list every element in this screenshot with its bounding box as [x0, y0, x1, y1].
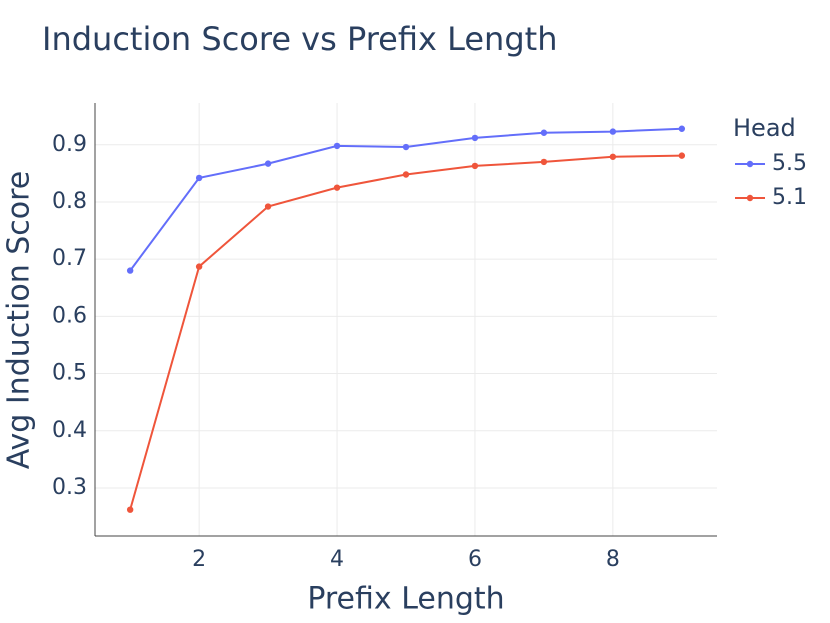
- y-axis-title: Avg Induction Score: [2, 171, 37, 470]
- data-point: [678, 152, 686, 159]
- chart-title: Induction Score vs Prefix Length: [42, 20, 557, 58]
- legend-label: 5.5: [772, 151, 807, 176]
- plot: [126, 125, 686, 513]
- y-tick-label: 0.9: [52, 132, 87, 157]
- data-point: [195, 174, 203, 182]
- data-point: [126, 267, 134, 274]
- grid: [95, 103, 717, 536]
- y-tick-label: 0.5: [52, 361, 87, 386]
- data-point: [126, 506, 134, 513]
- data-point: [333, 142, 341, 150]
- x-tick-label: 2: [192, 547, 206, 572]
- data-point: [402, 171, 410, 178]
- data-point: [333, 184, 341, 191]
- series-line: [129, 154, 682, 510]
- data-point: [540, 158, 548, 166]
- y-tick-label: 0.6: [52, 303, 87, 328]
- data-point: [471, 134, 479, 142]
- y-tick-label: 0.7: [52, 246, 87, 271]
- legend-label: 5.1: [772, 185, 807, 210]
- y-tick-label: 0.4: [52, 418, 87, 443]
- data-point: [402, 143, 410, 151]
- x-axis-title: Prefix Length: [307, 582, 504, 617]
- legend-marker: [746, 194, 754, 202]
- data-point: [609, 128, 617, 135]
- data-point: [540, 129, 548, 136]
- data-point: [264, 203, 272, 210]
- data-point: [264, 160, 272, 167]
- x-tick-label: 8: [606, 547, 620, 572]
- data-point: [195, 263, 203, 270]
- data-point: [609, 153, 617, 160]
- y-tick-label: 0.8: [52, 189, 87, 214]
- data-point: [471, 162, 479, 170]
- x-tick-label: 4: [330, 547, 344, 572]
- legend-title: Head: [733, 114, 796, 142]
- data-point: [678, 125, 686, 132]
- y-tick-label: 0.3: [52, 475, 87, 500]
- legend-marker: [746, 160, 754, 168]
- x-tick-label: 6: [468, 547, 482, 572]
